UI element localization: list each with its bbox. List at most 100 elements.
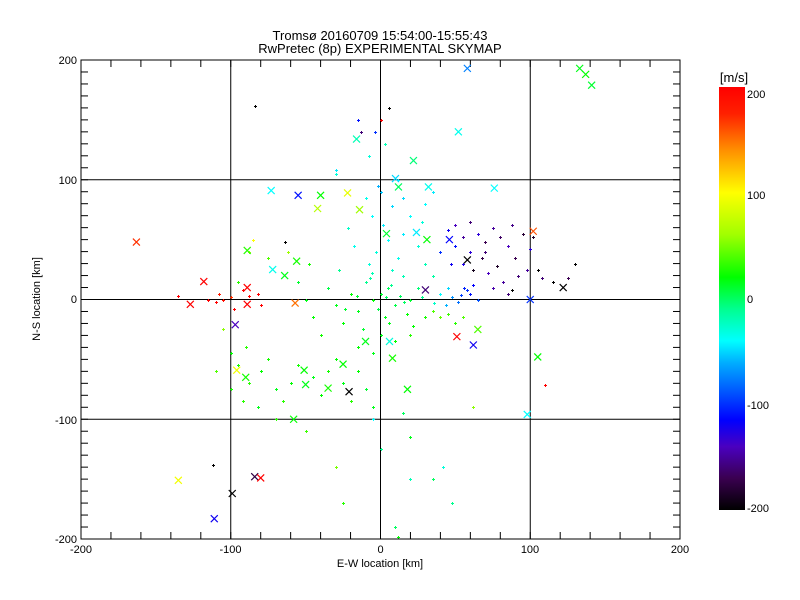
data-point-dot: [369, 277, 372, 280]
data-point-dot: [397, 257, 400, 260]
data-point-dot: [254, 105, 257, 108]
chart-title: Tromsø 20160709 15:54:00-15:55:43: [273, 28, 488, 43]
data-point-dot: [402, 275, 405, 278]
data-point-dot: [177, 295, 180, 298]
data-point-dot: [439, 251, 442, 254]
data-point-cross: [422, 235, 431, 244]
data-point-dot: [287, 251, 290, 254]
data-point-dot: [297, 281, 300, 284]
data-point-dot: [417, 287, 420, 290]
data-point-dot: [450, 263, 453, 266]
data-point-dot: [222, 299, 225, 302]
data-point-dot: [447, 287, 450, 290]
data-point-dot: [320, 334, 323, 337]
data-point-cross: [132, 238, 141, 246]
data-point-cross: [243, 246, 252, 255]
data-point-dot: [402, 412, 405, 415]
data-point-cross: [316, 191, 325, 200]
data-point-dot: [297, 364, 300, 367]
data-point-dot: [496, 265, 499, 268]
colorbar: [m/s] -200 -100 0 100 200: [719, 70, 769, 515]
data-point-cross: [243, 300, 252, 309]
data-point-dot: [222, 328, 225, 331]
data-point-dot: [552, 281, 555, 284]
data-point-dot: [384, 143, 387, 146]
data-point-cross: [424, 183, 433, 191]
data-point-dot: [511, 289, 514, 292]
data-point-dot: [380, 448, 383, 451]
data-point-dot: [335, 169, 338, 172]
data-point-dot: [472, 284, 475, 287]
data-point-cross: [339, 360, 347, 369]
data-point-cross: [382, 229, 391, 238]
data-point-dot: [517, 275, 520, 278]
data-point-cross: [526, 295, 535, 304]
data-point-dot: [469, 251, 472, 254]
data-point-cross: [280, 271, 289, 280]
data-point-dot: [357, 346, 360, 349]
data-point-cross: [250, 472, 259, 481]
data-point-dot: [421, 296, 424, 299]
data-point-cross: [243, 283, 252, 292]
data-point-dot: [447, 313, 450, 316]
data-point-dot: [526, 269, 529, 272]
data-point-dot: [260, 304, 263, 307]
data-point-dot: [541, 277, 544, 280]
data-point-dot: [412, 325, 415, 328]
data-point-dot: [384, 316, 387, 319]
data-points: [132, 64, 596, 539]
data-point-dot: [432, 275, 435, 278]
data-point-dot: [492, 227, 495, 230]
data-point-dot: [499, 236, 502, 239]
data-point-dot: [365, 388, 368, 391]
data-point-cross: [454, 127, 463, 136]
data-point-dot: [320, 394, 323, 397]
data-point-cross: [385, 337, 394, 346]
data-point-dot: [462, 236, 465, 239]
data-point-dot: [375, 251, 378, 254]
data-point-dot: [394, 526, 397, 529]
data-point-dot: [442, 466, 445, 469]
data-point-cross: [463, 64, 472, 73]
x-tick-label: 100: [521, 544, 539, 556]
data-point-dot: [451, 296, 454, 299]
data-point-dot: [417, 245, 420, 248]
data-point-dot: [439, 293, 442, 296]
data-point-dot: [492, 287, 495, 290]
data-point-cross: [241, 373, 250, 382]
data-point-dot: [409, 436, 412, 439]
data-point-dot: [335, 358, 338, 361]
data-point-dot: [424, 263, 427, 266]
x-tick-label: 200: [671, 544, 689, 556]
data-point-cross: [463, 256, 472, 264]
data-point-dot: [409, 215, 412, 218]
data-point-cross: [345, 387, 353, 396]
data-point-dot: [267, 257, 270, 260]
data-point-dot: [356, 295, 359, 298]
colorbar-gradient: [719, 87, 745, 510]
data-point-dot: [391, 269, 394, 272]
data-point-dot: [237, 364, 240, 367]
data-point-dot: [409, 334, 412, 337]
data-point-dot: [432, 478, 435, 481]
x-tick-label: -100: [219, 544, 241, 556]
data-point-dot: [445, 304, 448, 307]
data-point-cross: [324, 384, 333, 393]
data-point-dot: [469, 221, 472, 224]
data-point-cross: [199, 277, 208, 286]
data-point-dot: [374, 131, 377, 134]
data-point-dot: [511, 224, 514, 227]
data-point-dot: [284, 241, 287, 244]
data-point-cross: [391, 174, 400, 183]
data-point-dot: [447, 229, 450, 232]
plot-frame: [80, 59, 681, 540]
data-point-cross: [256, 474, 265, 482]
data-point-dot: [282, 400, 285, 403]
data-point-dot: [357, 370, 360, 373]
data-point-dot: [424, 316, 427, 319]
data-point-dot: [387, 287, 390, 290]
y-tick-label: 0: [71, 294, 77, 306]
data-point-dot: [275, 418, 278, 421]
data-point-dot: [357, 310, 360, 313]
data-point-dot: [368, 155, 371, 158]
